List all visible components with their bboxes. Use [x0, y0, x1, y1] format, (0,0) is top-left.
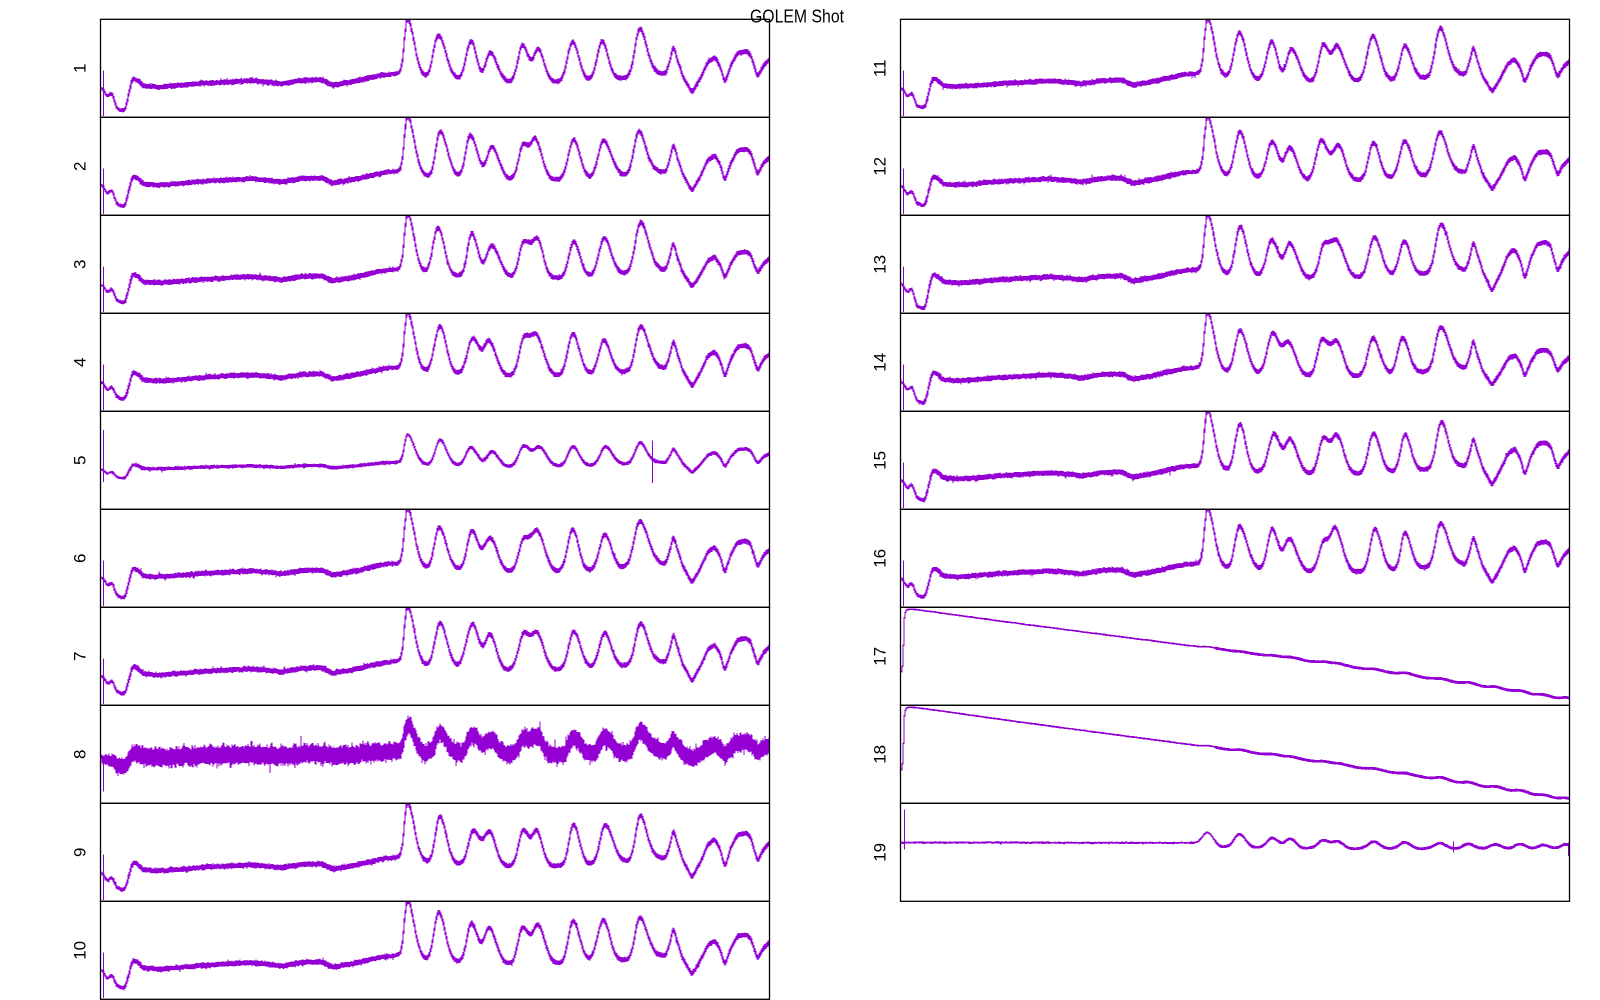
svg-text:7: 7	[71, 652, 90, 661]
svg-text:14: 14	[871, 353, 890, 372]
svg-text:6: 6	[71, 554, 90, 563]
svg-text:16: 16	[871, 549, 890, 568]
svg-text:19: 19	[871, 843, 890, 862]
svg-text:13: 13	[871, 255, 890, 274]
svg-text:5: 5	[71, 456, 90, 465]
svg-text:2: 2	[71, 162, 90, 171]
svg-text:18: 18	[871, 745, 890, 764]
svg-text:GOLEM Shot: GOLEM Shot	[750, 7, 844, 27]
svg-text:10: 10	[71, 941, 90, 960]
svg-text:15: 15	[871, 451, 890, 470]
svg-text:3: 3	[71, 260, 90, 269]
svg-text:8: 8	[71, 750, 90, 759]
svg-text:1: 1	[71, 64, 90, 73]
svg-text:4: 4	[71, 358, 90, 367]
svg-text:11: 11	[871, 59, 890, 77]
svg-text:12: 12	[871, 157, 890, 176]
svg-text:17: 17	[871, 647, 890, 666]
svg-text:9: 9	[71, 848, 90, 857]
